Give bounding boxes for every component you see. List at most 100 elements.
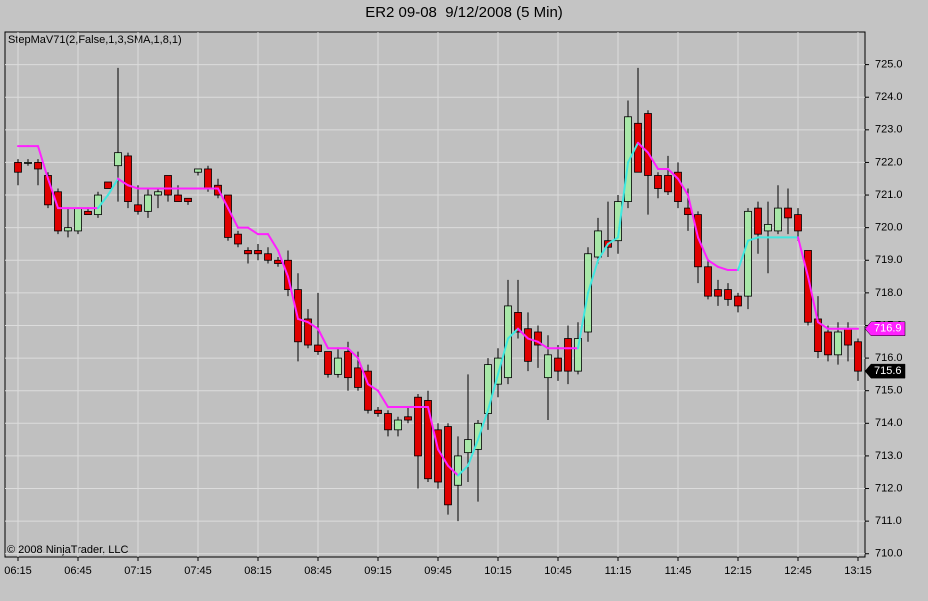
candle-body (674, 171, 682, 202)
indicator-segment (367, 383, 379, 392)
indicator-segment (747, 236, 759, 242)
indicator-segment (317, 327, 329, 350)
indicator-segment (357, 357, 369, 386)
indicator-segment (667, 167, 679, 180)
candle-body (824, 331, 832, 356)
indicator-segment (307, 321, 319, 330)
indicator-segment (287, 275, 299, 320)
indicator-segment (807, 275, 819, 324)
candle-body (484, 364, 492, 414)
x-tick-label: 06:15 (4, 565, 32, 577)
candle-body (414, 396, 422, 457)
indicator-segment (677, 177, 689, 197)
x-tick-label: 12:15 (724, 565, 752, 577)
x-tick-label: 08:45 (304, 565, 332, 577)
indicator-segment (637, 141, 649, 154)
indicator-segment (47, 177, 59, 210)
y-tick-label: 720.0 (875, 222, 903, 234)
candle-body (54, 191, 62, 232)
indicator-segment (717, 265, 729, 272)
candle-body (394, 419, 402, 431)
candle-body (174, 194, 182, 202)
candle-body (134, 204, 142, 212)
x-tick-label: 12:45 (784, 565, 812, 577)
indicator-segment (487, 373, 499, 412)
candle-body (84, 210, 92, 216)
candle-body (614, 201, 622, 242)
candle-body (754, 207, 762, 235)
candle-body (474, 422, 482, 450)
indicator-segment (377, 389, 389, 408)
indicator-segment (107, 177, 119, 197)
candle-body (774, 207, 782, 232)
candle-body (124, 155, 132, 202)
indicator-segment (427, 406, 439, 451)
indicator-last-label: 716.9 (874, 323, 902, 335)
indicator-segment (707, 259, 719, 268)
indicator-segment (577, 291, 589, 350)
candle-body (424, 400, 432, 480)
indicator-segment (267, 233, 279, 252)
candle-body (274, 259, 282, 264)
candle-body (654, 175, 662, 189)
candle-body (724, 289, 732, 300)
indicator-segment (617, 161, 629, 239)
candle-body (14, 162, 22, 173)
candle-body (744, 210, 752, 297)
indicator-segment (347, 347, 359, 360)
candle-body (594, 230, 602, 258)
last-price-label-box (864, 363, 906, 379)
candle-body (784, 207, 792, 219)
candle-body (524, 328, 532, 362)
candle-body (164, 175, 172, 196)
indicator-last-label-box (864, 321, 906, 336)
indicator-segment (797, 236, 809, 278)
indicator-name: StepMaV71(2,False,1,3,SMA,1,8,1) (8, 34, 182, 46)
indicator-segment (437, 448, 449, 467)
indicator-segment (607, 236, 619, 245)
indicator-segment (217, 187, 229, 210)
y-tick-label: 716.0 (875, 352, 903, 364)
candle-body (544, 354, 552, 379)
candle-body (354, 367, 362, 388)
candle-body (624, 116, 632, 202)
candle-body (254, 250, 262, 255)
candle-body (364, 370, 372, 411)
indicator-segment (37, 145, 49, 180)
candle-body (234, 233, 242, 245)
indicator-segment (467, 438, 479, 467)
indicator-segment (297, 317, 309, 324)
indicator-segment (507, 327, 519, 340)
candle-body (104, 181, 112, 189)
y-tick-label: 721.0 (875, 189, 903, 201)
indicator-segment (697, 236, 709, 262)
candle-body (314, 344, 322, 352)
y-tick-label: 722.0 (875, 156, 903, 168)
x-tick-label: 08:15 (244, 565, 272, 577)
x-tick-label: 07:45 (184, 565, 212, 577)
indicator-segment (587, 259, 599, 294)
y-tick-label: 714.0 (875, 417, 903, 429)
indicator-segment (227, 207, 239, 229)
candle-body (664, 175, 672, 193)
x-tick-label: 06:45 (64, 565, 92, 577)
candle-body (574, 338, 582, 372)
indicator-segment (497, 337, 509, 376)
indicator-segment (117, 177, 129, 187)
candle-body (564, 338, 572, 372)
chart-title: ER2 09-08 9/12/2008 (5 Min) (365, 4, 563, 21)
copyright: © 2008 NinjaTrader, LLC (7, 544, 128, 556)
candle-body (464, 439, 472, 454)
indicator-segment (627, 141, 639, 164)
indicator-segment (647, 151, 659, 170)
y-tick-label: 723.0 (875, 124, 903, 136)
indicator-segment (737, 239, 749, 272)
x-tick-label: 07:15 (124, 565, 152, 577)
candle-body (144, 194, 152, 212)
x-tick-label: 10:45 (544, 565, 572, 577)
indicator-segment (527, 337, 539, 343)
y-tick-label: 715.0 (875, 385, 903, 397)
candle-body (374, 409, 382, 414)
indicator-segment (457, 464, 469, 477)
candle-body (64, 227, 72, 232)
